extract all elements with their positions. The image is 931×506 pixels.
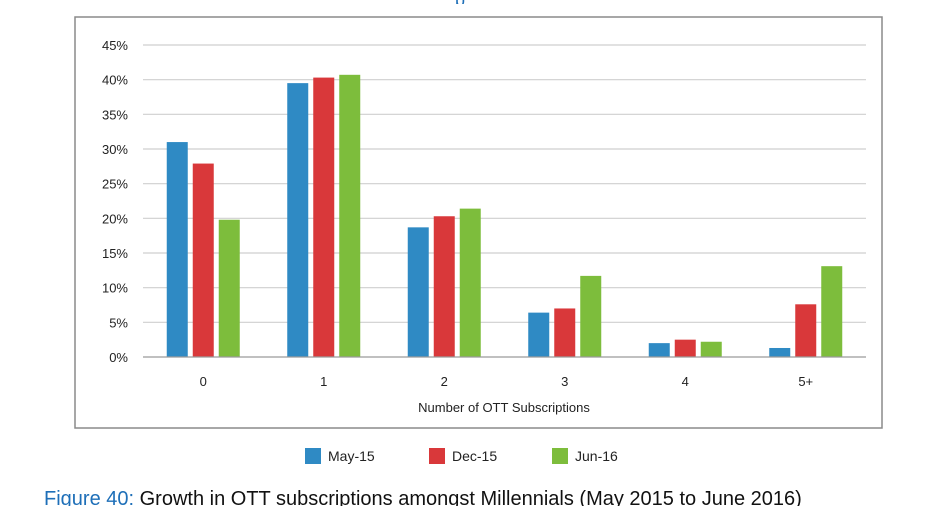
y-tick-label: 20% [102,211,128,226]
bar-may-15-0 [166,142,188,357]
bar-dec-15-3 [554,308,576,357]
x-tick-label: 4 [682,374,689,389]
y-tick-label: 5% [109,315,128,330]
y-tick-label: 25% [102,177,128,192]
y-axis-ticks: 0% 5% 10% 15% 20% 25% 30% 35% 40% 45% [102,38,128,365]
bar-jun-16-4 [700,341,722,357]
legend-label: May-15 [328,448,375,464]
bar-jun-16-2 [459,208,481,357]
x-tick-label: 5+ [798,374,813,389]
bar-dec-15-2 [433,216,455,357]
chart-title-fragment: p [455,0,495,4]
x-tick-label: 0 [200,374,207,389]
y-tick-label: 10% [102,281,128,296]
bar-dec-15-4 [674,339,696,357]
x-tick-label: 3 [561,374,568,389]
y-tick-label: 0% [109,350,128,365]
bar-dec-15-5+ [795,304,817,357]
y-tick-label: 35% [102,107,128,122]
gridlines [143,44,866,323]
bar-jun-16-0 [218,219,240,357]
bar-jun-16-3 [580,275,602,357]
bar-jun-16-1 [339,74,361,358]
legend-label: Jun-16 [575,448,618,464]
bar-jun-16-5+ [821,266,843,357]
legend-swatch-dec-15 [429,448,445,464]
legend: May-15 Dec-15 Jun-16 [305,448,618,464]
legend-swatch-jun-16 [552,448,568,464]
figure-caption: Figure 40: Growth in OTT subscriptions a… [44,486,924,506]
bar-dec-15-1 [313,77,335,357]
bar-may-15-3 [528,312,550,357]
legend-swatch-may-15 [305,448,321,464]
legend-label: Dec-15 [452,448,497,464]
figure-caption-text: Growth in OTT subscriptions amongst Mill… [139,488,802,506]
bar-may-15-4 [648,343,670,357]
x-tick-label: 1 [320,374,327,389]
y-tick-label: 45% [102,38,128,53]
y-tick-label: 30% [102,142,128,157]
figure-number: Figure 40: [44,488,135,506]
bar-may-15-1 [287,83,309,357]
y-tick-label: 15% [102,246,128,261]
x-axis-ticks: 0 1 2 3 4 5+ [200,374,814,389]
bar-dec-15-0 [192,163,214,357]
x-axis-title: Number of OTT Subscriptions [418,400,590,415]
bar-may-15-5+ [769,347,791,357]
y-tick-label: 40% [102,73,128,88]
bar-may-15-2 [407,227,429,357]
x-tick-label: 2 [441,374,448,389]
bars [166,74,843,358]
bar-chart: 0% 5% 10% 15% 20% 25% 30% 35% 40% 45% 0 1 2 3 4 5+ Num… [74,16,883,464]
